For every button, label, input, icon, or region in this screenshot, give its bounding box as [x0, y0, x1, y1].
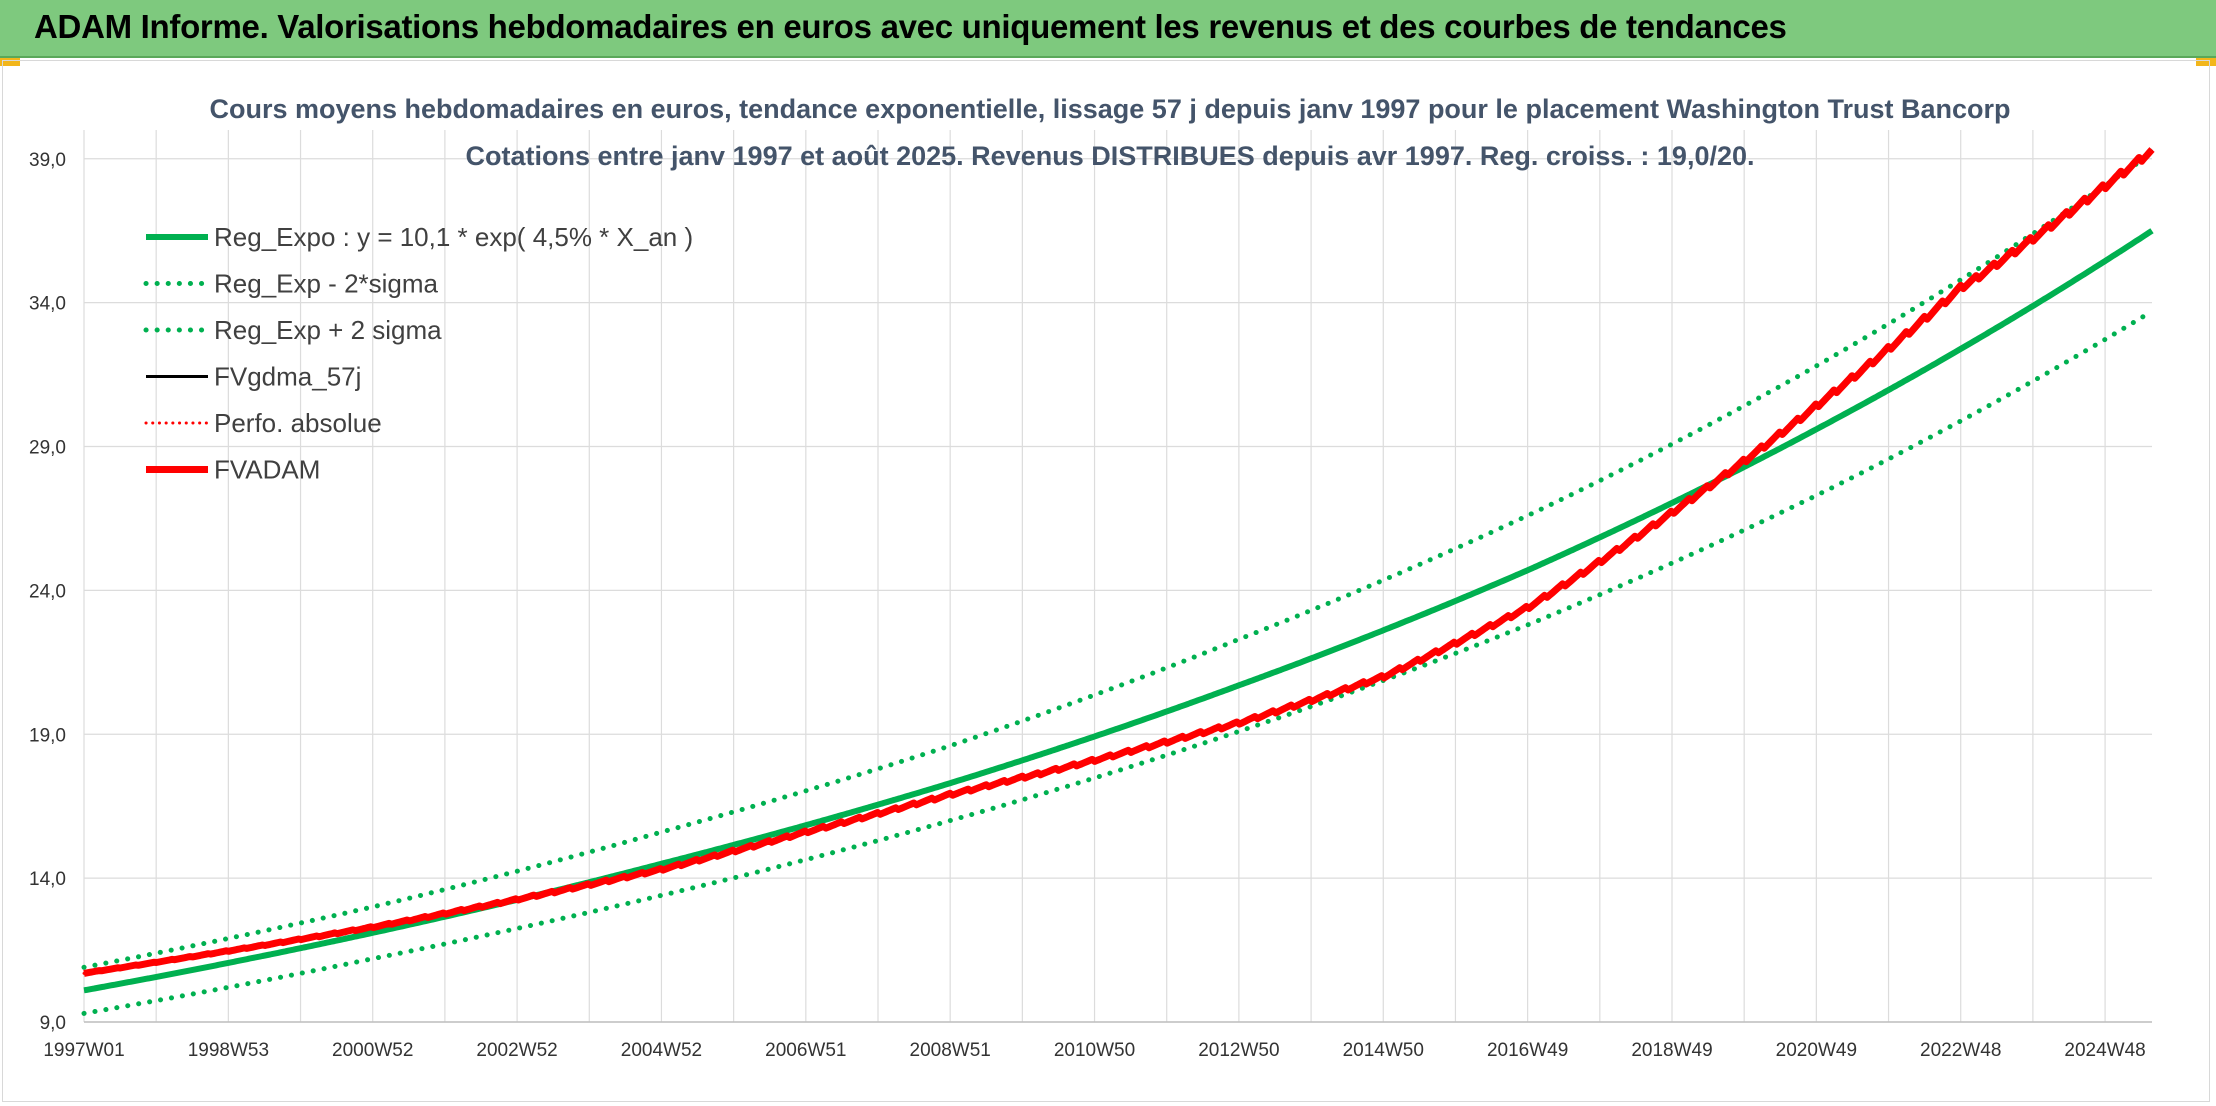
corner-marker-right: [2196, 58, 2216, 66]
x-tick-label: 2006W51: [765, 1040, 846, 1061]
legend-label: Reg_Exp + 2 sigma: [214, 315, 442, 345]
report-title: ADAM Informe. Valorisations hebdomadaire…: [34, 8, 1787, 45]
x-tick-label: 1997W01: [43, 1040, 124, 1061]
x-tick-label: 1998W53: [188, 1040, 269, 1061]
series-line-2: [81, 150, 2155, 970]
x-tick-label: 2004W52: [621, 1040, 702, 1061]
legend-label: FVADAM: [214, 455, 320, 485]
x-axis-ticks: 1997W01 1998W53 2000W52 2002W52 2004W52 2006W…: [43, 1040, 2145, 1061]
legend-label: Perfo. absolue: [214, 408, 382, 438]
x-tick-label: 2014W50: [1343, 1040, 1424, 1061]
x-tick-label: 2020W49: [1776, 1040, 1857, 1061]
y-tick-label: 19,0: [29, 725, 66, 746]
x-tick-label: 2012W50: [1198, 1040, 1279, 1061]
y-tick-label: 14,0: [29, 869, 66, 890]
x-tick-label: 2002W52: [476, 1040, 557, 1061]
chart-title: Cours moyens hebdomadaires en euros, ten…: [210, 94, 2011, 124]
series-line-5: [83, 147, 2155, 977]
x-tick-label: 2000W52: [332, 1040, 413, 1061]
y-tick-label: 24,0: [29, 581, 66, 602]
gridlines: [83, 130, 2152, 1023]
legend: Reg_Expo : y = 10,1 * exp( 4,5% * X_an )…: [143, 222, 693, 485]
x-tick-label: 2016W49: [1487, 1040, 1568, 1061]
report-header: ADAM Informe. Valorisations hebdomadaire…: [0, 0, 2216, 58]
corner-marker-left: [0, 58, 20, 66]
y-axis-ticks: 9,0 14,0 19,0 24,0 29,0 34,0 39,0: [29, 150, 66, 1034]
y-tick-label: 39,0: [29, 150, 66, 171]
y-tick-label: 34,0: [29, 294, 66, 315]
legend-label: FVgdma_57j: [214, 362, 361, 392]
y-tick-label: 9,0: [40, 1013, 66, 1034]
y-tick-label: 29,0: [29, 438, 66, 459]
x-tick-label: 2024W48: [2064, 1040, 2145, 1061]
series-lines: [81, 147, 2155, 1016]
x-tick-label: 2010W50: [1054, 1040, 1135, 1061]
x-tick-label: 2022W48: [1920, 1040, 2001, 1061]
chart-frame: [2, 60, 2210, 1102]
x-tick-label: 2008W51: [910, 1040, 991, 1061]
chart-subtitle: Cotations entre janv 1997 et août 2025. …: [465, 141, 1754, 171]
legend-label: Reg_Expo : y = 10,1 * exp( 4,5% * X_an ): [214, 222, 693, 252]
x-tick-label: 2018W49: [1631, 1040, 1712, 1061]
legend-label: Reg_Exp - 2*sigma: [214, 269, 439, 299]
